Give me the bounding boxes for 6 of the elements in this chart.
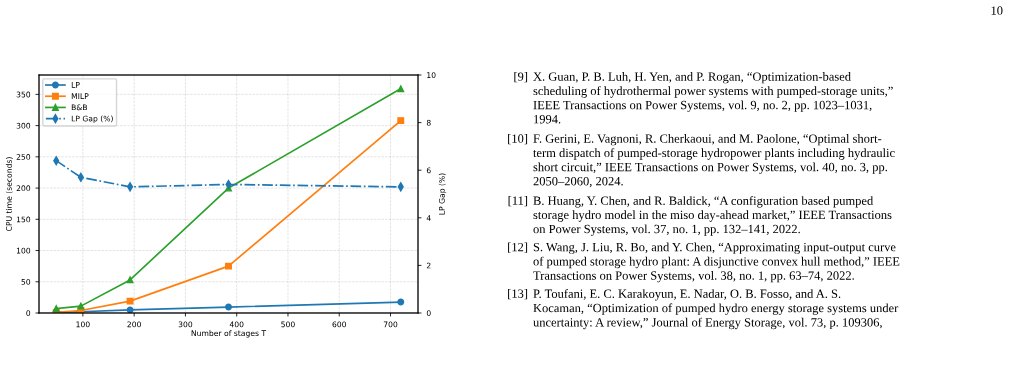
text: [13] P. Toufani, E. C. Karakoyun, E. Nadar, O. B. Fosso, and A. S. Kocaman, “Optimization of pumped hydro energy storage systems under uncertainty: A review,” Journal of Energy Storage, vol. 73, p. 109306, xyxy=(508,289,899,330)
text: [12] S. Wang, J. Liu, R. Bo, and Y. Chen, “Approximating input-output curve of pumped storage hydro plant: A disjunctive convex hull method,” IEEE Transactions on Power Systems, vol. 38, no. 1, pp. 63–74, 2022. xyxy=(508,242,900,283)
text: [10] F. Gerini, E. Vagnoni, R. Cherkaoui, and M. Paolone, “Optimal short- term dispatch of pumped-storage hydropower plants including hydraulic short circuit,” IEEE Transactions on Power Systems, vol. 40, no. 3, pp. 2050–2060, 2024. xyxy=(508,134,895,188)
text: 10 xyxy=(991,6,1003,15)
text: [11] B. Huang, Y. Chen, and R. Baldick, “A configuration based pumped storage hydro model in the miso day-ahead market,” IEEE Transactions on Power Systems, vol. 37, no. 1, pp. 132–141, 2022. xyxy=(508,196,892,236)
text: [9] X. Guan, P. B. Luh, H. Yen, and P. Rogan, “Optimization-based scheduling of hydrothermal power systems with pumped-storage units,” IEEE Transactions on Power Systems, vol. 9, no. 2, pp. 1023–1031, 1994. xyxy=(514,72,893,124)
